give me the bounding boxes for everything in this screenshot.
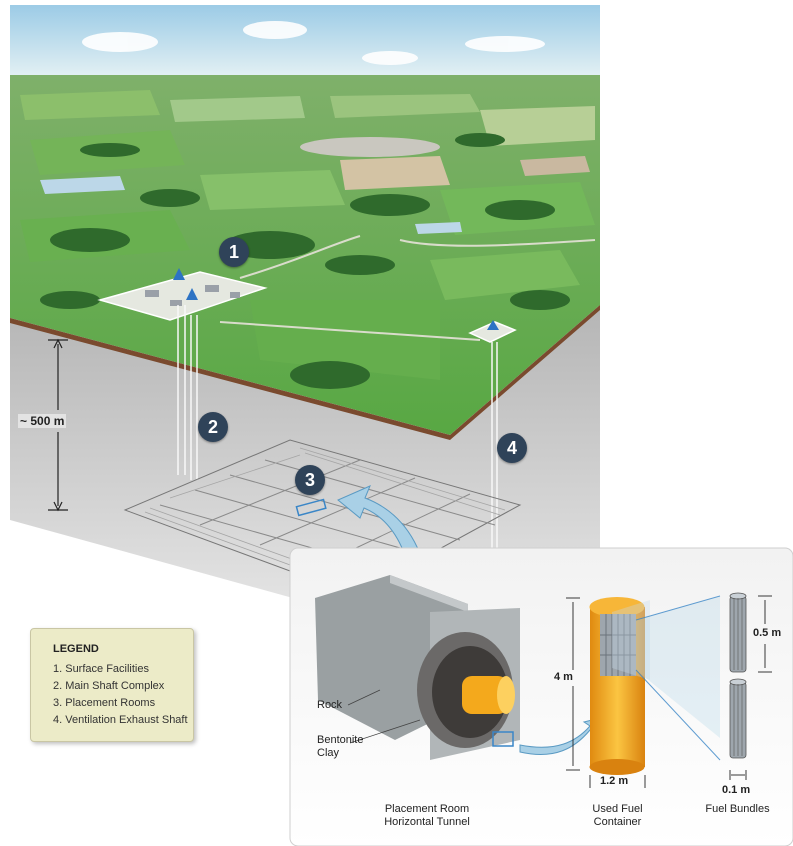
depth-arrow — [48, 338, 68, 512]
clouds — [82, 21, 545, 65]
fuel-bundle-top — [729, 592, 747, 673]
highlight-box — [492, 731, 514, 747]
legend-item: 1. Surface Facilities — [53, 663, 149, 675]
highlighted-placement-room — [295, 498, 327, 517]
depth-label: ~ 500 m — [18, 414, 67, 428]
dimension-lines — [566, 595, 772, 788]
forest-patches — [40, 133, 570, 389]
container-width-label: 1.2 m — [600, 775, 629, 787]
container-height-label: 4 m — [554, 671, 573, 683]
legend-item: 4. Ventilation Exhaust Shaft — [53, 714, 188, 726]
bundle-projection — [635, 595, 721, 761]
farm-fields — [20, 90, 595, 380]
marker-ventilation-exhaust-shaft: 4 — [497, 433, 527, 463]
legend-box: LEGEND 1. Surface Facilities 2. Main Sha… — [30, 628, 194, 742]
rock-label: Rock — [317, 699, 343, 711]
headframe-icon — [173, 268, 185, 280]
roads — [219, 235, 596, 341]
used-fuel-container-caption: Used Fuel Container — [592, 803, 643, 828]
fuel-bundles-caption: Fuel Bundles — [705, 803, 770, 815]
bundle-width-label: 0.1 m — [722, 784, 751, 796]
rock-leader — [347, 689, 381, 706]
marker-surface-facilities: 1 — [219, 237, 249, 267]
ventilation-facility — [468, 320, 517, 343]
marker-placement-rooms: 3 — [295, 465, 325, 495]
legend-title: LEGEND — [53, 643, 99, 655]
town — [300, 137, 440, 157]
bundle-height-label: 0.5 m — [753, 627, 782, 639]
legend-item: 3. Placement Rooms — [53, 697, 156, 709]
legend-item: 2. Main Shaft Complex — [53, 680, 165, 692]
fuel-bundle-bottom — [729, 678, 747, 759]
bentonite-clay-label: Bentonite Clay — [317, 734, 364, 759]
headframe-icon — [186, 288, 198, 300]
placement-room-caption: Placement Room Horizontal Tunnel — [384, 803, 470, 828]
used-fuel-container — [589, 597, 650, 775]
marker-main-shaft-complex: 2 — [198, 412, 228, 442]
clay-leader — [349, 719, 421, 744]
surface-facility — [97, 268, 268, 321]
placement-room-cutaway — [315, 575, 520, 760]
